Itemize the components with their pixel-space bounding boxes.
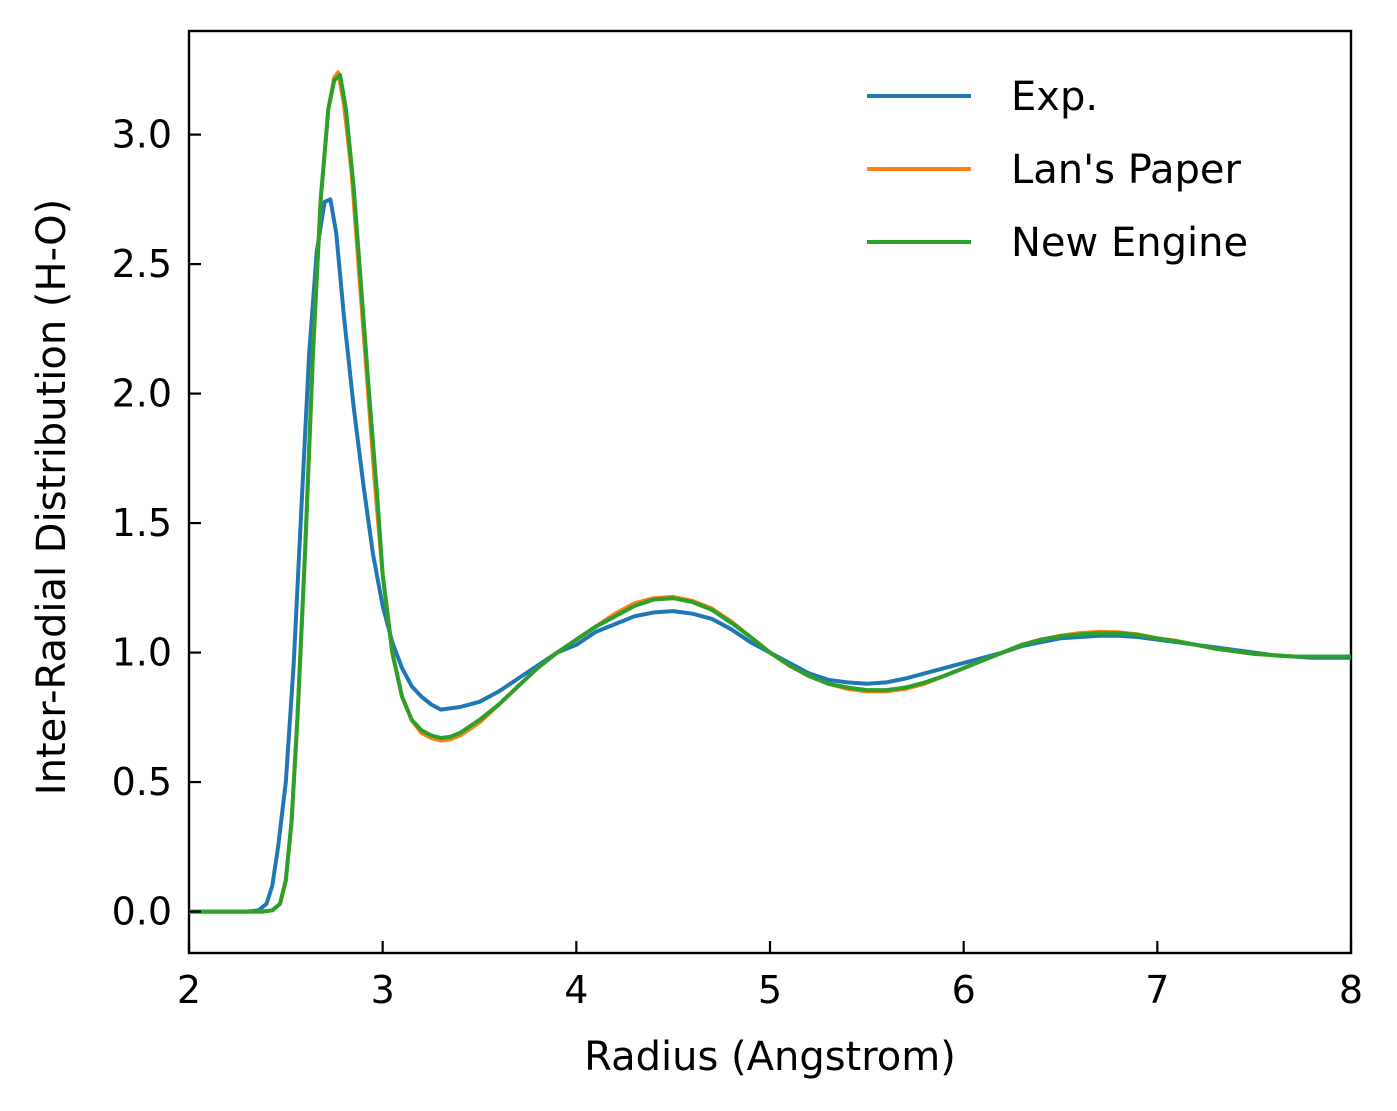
x-tick-label: 7 — [1145, 968, 1169, 1012]
x-tick-label: 4 — [564, 968, 588, 1012]
legend-label-0: Exp. — [1011, 74, 1098, 120]
y-tick-label: 2.0 — [112, 372, 172, 416]
x-tick-label: 5 — [758, 968, 782, 1012]
y-tick-label: 3.0 — [112, 113, 172, 157]
x-tick-label: 2 — [177, 968, 201, 1012]
y-tick-label: 1.0 — [112, 631, 172, 675]
x-axis: 2 3 4 5 6 7 8 — [177, 941, 1363, 1012]
series-layer — [189, 70, 1351, 914]
legend-label-2: New Engine — [1011, 220, 1248, 266]
series-line-2 — [189, 73, 1351, 914]
y-tick-label: 1.5 — [112, 501, 172, 545]
y-tick-label: 2.5 — [112, 242, 172, 286]
x-tick-label: 8 — [1339, 968, 1363, 1012]
y-axis-label: Inter-Radial Distribution (H-O) — [29, 199, 75, 795]
x-axis-label: Radius (Angstrom) — [584, 1034, 956, 1080]
x-tick-label: 3 — [371, 968, 395, 1012]
series-line-0 — [189, 197, 1351, 914]
y-tick-label: 0.5 — [112, 760, 172, 804]
y-tick-label: 0.0 — [112, 890, 172, 934]
legend-label-1: Lan's Paper — [1011, 147, 1242, 193]
x-tick-label: 6 — [952, 968, 976, 1012]
y-axis: 0.0 0.5 1.0 1.5 2.0 2.5 3.0 — [112, 113, 201, 934]
plot-area — [187, 29, 1353, 955]
legend: Exp. Lan's Paper New Engine — [867, 74, 1248, 266]
